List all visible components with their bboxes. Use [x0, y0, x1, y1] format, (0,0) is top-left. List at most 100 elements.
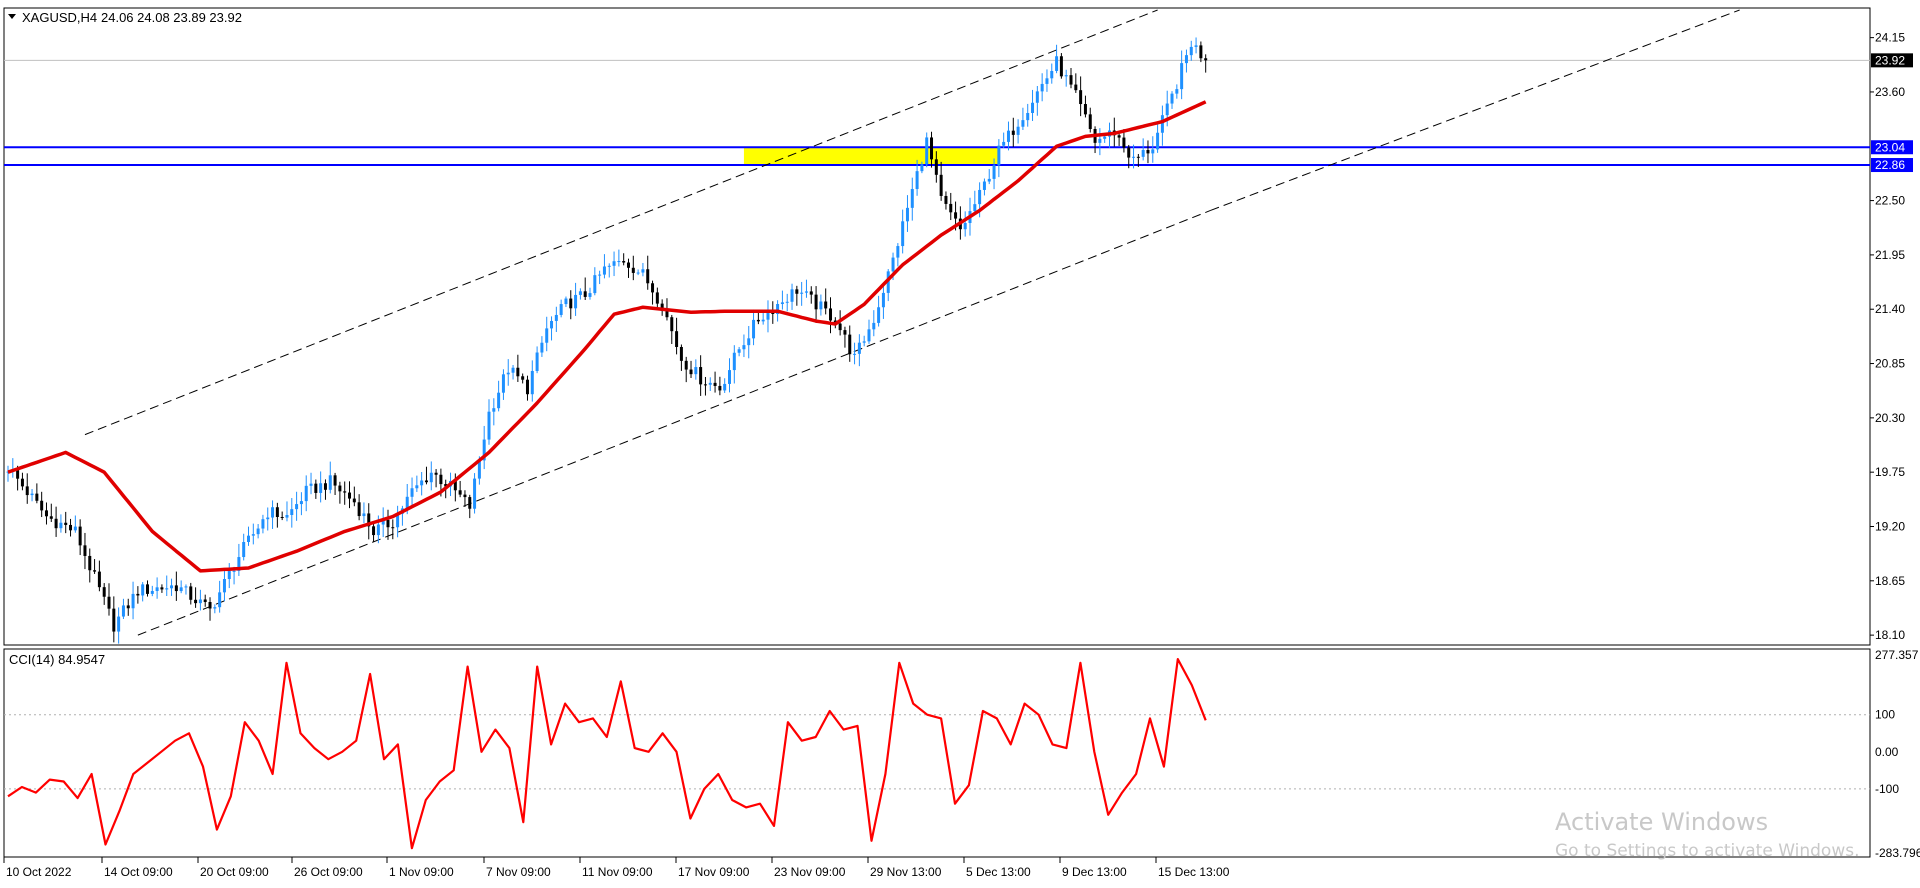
- candle-body: [1069, 75, 1073, 85]
- candle-body: [689, 369, 693, 375]
- candle-body: [1151, 149, 1155, 154]
- candle-body: [227, 570, 231, 580]
- candle-body: [213, 607, 217, 609]
- candle-body: [804, 291, 808, 293]
- candle-body: [314, 483, 318, 493]
- collapse-triangle-icon[interactable]: [8, 14, 16, 19]
- candle-body: [910, 189, 914, 208]
- candle-body: [780, 302, 784, 305]
- candle-body: [40, 500, 44, 511]
- candle-body: [222, 579, 226, 593]
- candle-body: [564, 298, 568, 305]
- candle-body: [275, 507, 279, 517]
- time-tick-label: 9 Dec 13:00: [1062, 865, 1127, 879]
- candle-body: [718, 385, 722, 391]
- candle-body: [824, 301, 828, 309]
- candle-body: [742, 345, 746, 350]
- candle-body: [1050, 70, 1054, 79]
- candle-body: [343, 491, 347, 493]
- candle-body: [1035, 91, 1039, 103]
- candle-body: [247, 535, 250, 543]
- candle-body: [992, 165, 996, 179]
- candle-body: [415, 485, 419, 489]
- candle-body: [83, 545, 87, 556]
- candle-body: [25, 486, 29, 496]
- candle-body: [174, 585, 178, 592]
- candle-body: [150, 590, 154, 594]
- candle-body: [511, 367, 515, 373]
- candle-body: [410, 488, 414, 497]
- cci-line: [7, 658, 1207, 850]
- cci-axis: 277.357 100 0.00 -100 -283.796: [1875, 648, 1920, 860]
- candle-body: [434, 472, 438, 475]
- time-tick-label: 14 Oct 09:00: [104, 865, 173, 879]
- candle-body: [814, 294, 818, 310]
- candle-body: [203, 599, 207, 603]
- candle-body: [69, 524, 73, 531]
- candle-body: [540, 342, 544, 353]
- candle-body: [1045, 78, 1049, 84]
- candle-body: [218, 592, 222, 608]
- candle-body: [732, 352, 736, 371]
- candle-body: [1117, 135, 1121, 138]
- candle-body: [776, 304, 780, 315]
- time-tick-label: 10 Oct 2022: [6, 865, 72, 879]
- candle-body: [1074, 84, 1078, 91]
- candle-body: [982, 181, 986, 190]
- candle-body: [102, 587, 106, 597]
- candle-body: [184, 586, 188, 588]
- channel-lower-line[interactable]: [137, 209, 1211, 636]
- symbol-label: XAGUSD,H4: [22, 10, 97, 25]
- candle-body: [646, 269, 650, 284]
- candle-body: [934, 159, 938, 175]
- candle-body: [521, 376, 525, 380]
- candle-body: [867, 329, 871, 342]
- channel-lower-extension-line[interactable]: [1210, 9, 1740, 211]
- support-zone: [743, 147, 999, 166]
- candle-body: [285, 514, 289, 518]
- candle-body: [622, 261, 626, 263]
- price-axis: 24.15 23.60 22.50 21.95 21.40 20.85 20.30 19.75…: [1870, 31, 1905, 642]
- time-tick-label: 11 Nov 09:00: [582, 865, 653, 879]
- candle-body: [905, 207, 909, 222]
- candle-body: [458, 490, 462, 495]
- candle-body: [886, 271, 890, 293]
- candle-body: [1083, 104, 1087, 115]
- candle-body: [160, 587, 164, 590]
- candle-body: [987, 178, 991, 182]
- candle-body: [997, 145, 1001, 166]
- candle-body: [280, 516, 284, 518]
- candle-body: [208, 602, 212, 609]
- price-tick-label: 19.75: [1875, 465, 1905, 479]
- candle-body: [1088, 114, 1092, 130]
- candle-body: [516, 367, 520, 377]
- candle-body: [396, 513, 400, 528]
- candle-body: [121, 605, 125, 617]
- channel-upper-line[interactable]: [84, 9, 1158, 436]
- candle-body: [357, 502, 361, 517]
- candle-body: [155, 587, 159, 591]
- candle-body: [1127, 147, 1131, 158]
- candle-body: [684, 360, 688, 370]
- candle-body: [1136, 156, 1140, 158]
- candle-body: [785, 301, 789, 303]
- support-zone-layer: [743, 147, 999, 166]
- candle-body: [588, 293, 592, 297]
- candle-body: [16, 470, 20, 479]
- time-tick-label: 15 Dec 13:00: [1158, 865, 1230, 879]
- candle-body: [761, 319, 765, 322]
- candle-body: [925, 137, 929, 165]
- candle-body: [304, 485, 308, 502]
- candle-body: [766, 311, 770, 320]
- candle-body: [256, 528, 260, 535]
- candle-body: [569, 298, 573, 309]
- candle-body: [165, 588, 169, 590]
- candle-body: [126, 605, 130, 609]
- candle-body: [1079, 90, 1083, 105]
- candle-body: [348, 492, 352, 499]
- candle-body: [309, 483, 313, 486]
- candle-body: [954, 212, 958, 219]
- candle-body: [20, 478, 24, 487]
- candle-body: [59, 522, 63, 529]
- candle-body: [891, 257, 895, 272]
